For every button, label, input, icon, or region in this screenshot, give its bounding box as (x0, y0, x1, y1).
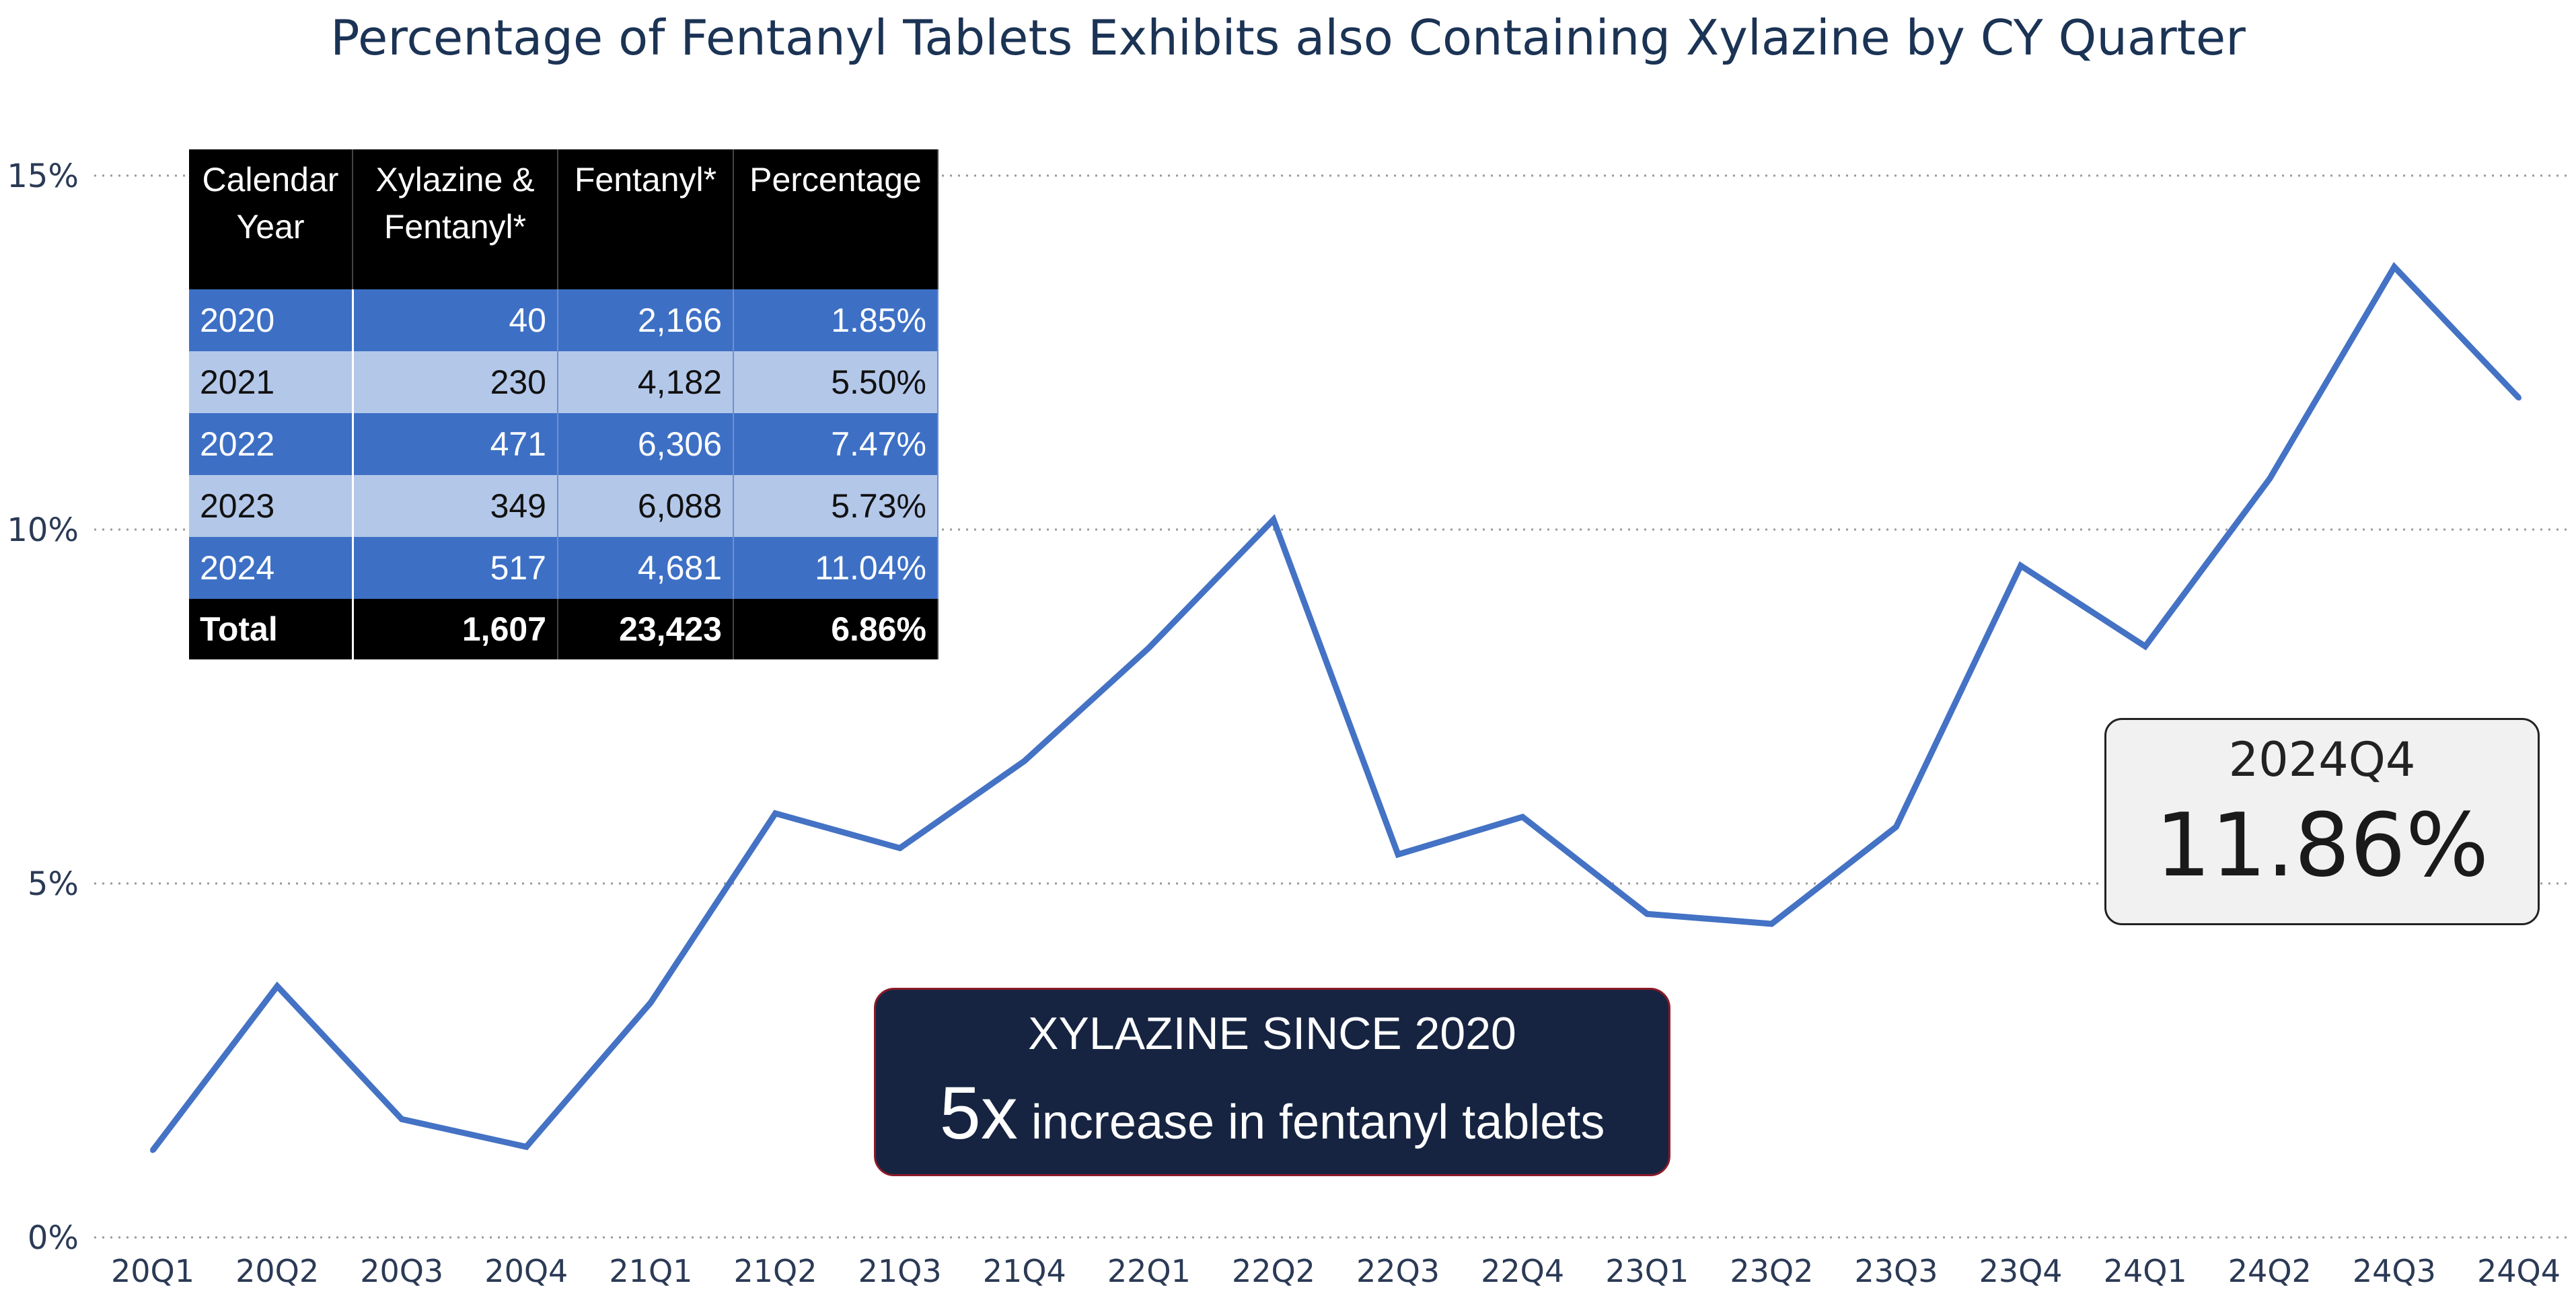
x-tick-label: 23Q1 (1605, 1253, 1689, 1289)
y-tick-label: 0% (28, 1219, 79, 1257)
cell-percentage: 5.73% (733, 475, 939, 537)
x-tick-label: 24Q2 (2228, 1253, 2312, 1289)
data-point (2516, 395, 2522, 401)
cell-xylazine-fentanyl: 349 (353, 475, 558, 537)
data-point (2018, 563, 2024, 569)
cell-percentage: 5.50% (733, 351, 939, 413)
header-percentage: Percentage (733, 149, 939, 289)
data-point (897, 845, 903, 851)
x-tick-label: 21Q1 (609, 1253, 692, 1289)
data-point (1270, 517, 1276, 523)
data-point (772, 810, 778, 816)
cell-fentanyl: 6,306 (558, 413, 734, 475)
table-header-row: Calendar Year Xylazine & Fentanyl* Fenta… (189, 149, 939, 289)
callout-box: XYLAZINE SINCE 2020 5x increase in fenta… (874, 988, 1670, 1176)
data-point (274, 983, 281, 989)
table-row: 2022 471 6,306 7.47% (189, 413, 939, 475)
cell-xylazine-fentanyl: 517 (353, 537, 558, 599)
data-point (1769, 920, 1775, 927)
kpi-label: 2024Q4 (2228, 732, 2416, 787)
cell-year: 2022 (189, 413, 354, 475)
x-tick-label: 22Q2 (1232, 1253, 1315, 1289)
kpi-card: 2024Q4 11.86% (2104, 718, 2540, 925)
total-xylazine-fentanyl: 1,607 (353, 599, 558, 659)
y-tick-label: 15% (7, 157, 79, 195)
data-point (1395, 851, 1401, 857)
header-calendar-year: Calendar Year (189, 149, 353, 289)
x-tick-label: 22Q3 (1356, 1253, 1440, 1289)
table-row: 2021 230 4,182 5.50% (189, 351, 939, 413)
x-tick-label: 20Q1 (111, 1253, 194, 1289)
data-point (2391, 264, 2397, 270)
data-point (1893, 824, 1899, 830)
x-tick-label: 22Q1 (1107, 1253, 1191, 1289)
x-tick-label: 23Q2 (1730, 1253, 1813, 1289)
data-point (2267, 476, 2273, 482)
data-point (399, 1116, 405, 1122)
cell-percentage: 1.85% (733, 289, 939, 351)
cell-year: 2021 (189, 351, 354, 413)
callout-heading: XYLAZINE SINCE 2020 (1028, 1008, 1516, 1059)
x-tick-label: 21Q4 (983, 1253, 1066, 1289)
cell-percentage: 7.47% (733, 413, 939, 475)
data-point (523, 1144, 529, 1150)
x-tick-label: 22Q4 (1481, 1253, 1564, 1289)
cell-year: 2024 (189, 537, 354, 599)
cell-year: 2023 (189, 475, 354, 537)
series-line (150, 262, 2522, 1153)
callout-text: increase in fentanyl tablets (1031, 1095, 1605, 1149)
y-tick-label: 10% (7, 511, 79, 549)
cell-percentage: 11.04% (733, 537, 939, 599)
header-fentanyl: Fentanyl* (558, 149, 734, 289)
total-percentage: 6.86% (733, 599, 939, 659)
callout-multiplier: 5x (939, 1072, 1018, 1155)
x-tick-label: 24Q1 (2104, 1253, 2187, 1289)
x-tick-label: 24Q4 (2477, 1253, 2561, 1289)
x-tick-label: 20Q4 (484, 1253, 568, 1289)
data-point (1520, 814, 1526, 820)
x-tick-label: 24Q3 (2353, 1253, 2436, 1289)
total-year: Total (189, 599, 354, 659)
x-tick-label: 20Q3 (360, 1253, 443, 1289)
data-point (150, 1147, 155, 1153)
table-row: 2023 349 6,088 5.73% (189, 475, 939, 537)
table-row: 2020 40 2,166 1.85% (189, 289, 939, 351)
x-tick-label: 21Q2 (734, 1253, 817, 1289)
header-xylazine-fentanyl: Xylazine & Fentanyl* (353, 149, 558, 289)
cell-fentanyl: 4,182 (558, 351, 734, 413)
cell-xylazine-fentanyl: 471 (353, 413, 558, 475)
y-tick-label: 5% (28, 865, 79, 903)
data-point (648, 999, 654, 1005)
total-fentanyl: 23,423 (558, 599, 734, 659)
table-row: 2024 517 4,681 11.04% (189, 537, 939, 599)
cell-fentanyl: 6,088 (558, 475, 734, 537)
cell-xylazine-fentanyl: 230 (353, 351, 558, 413)
x-tick-label: 21Q3 (858, 1253, 942, 1289)
x-tick-label: 23Q3 (1854, 1253, 1938, 1289)
data-point (1644, 911, 1650, 917)
x-tick-label: 23Q4 (1979, 1253, 2063, 1289)
cell-fentanyl: 4,681 (558, 537, 734, 599)
data-point (1021, 758, 1027, 764)
summary-table: Calendar Year Xylazine & Fentanyl* Fenta… (189, 149, 939, 659)
x-tick-label: 20Q2 (235, 1253, 319, 1289)
kpi-value: 11.86% (2155, 794, 2489, 896)
cell-fentanyl: 2,166 (558, 289, 734, 351)
table-total-row: Total 1,607 23,423 6.86% (189, 599, 939, 659)
data-point (1146, 645, 1152, 651)
cell-xylazine-fentanyl: 40 (353, 289, 558, 351)
chart-title: Percentage of Fentanyl Tablets Exhibits … (330, 9, 2246, 66)
cell-year: 2020 (189, 289, 354, 351)
data-point (2142, 643, 2148, 649)
